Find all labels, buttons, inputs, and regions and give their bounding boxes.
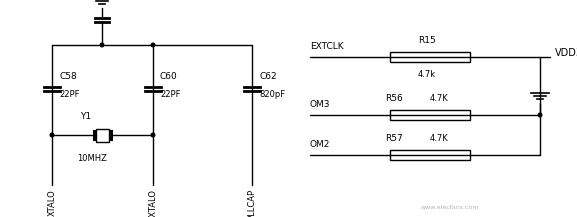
Text: VDD33: VDD33 (555, 48, 577, 58)
Text: XTALO: XTALO (47, 189, 57, 216)
Circle shape (50, 133, 54, 137)
Bar (390, 150, 470, 160)
Text: R57: R57 (385, 134, 403, 143)
Text: 10MHZ: 10MHZ (77, 154, 107, 163)
Text: 4.7K: 4.7K (430, 94, 449, 103)
Bar (96, 128, 109, 141)
Text: 4.7k: 4.7k (418, 70, 436, 79)
Text: C62: C62 (259, 72, 276, 81)
Text: www.elecfans.com: www.elecfans.com (421, 205, 479, 210)
Text: EXTCLK: EXTCLK (310, 42, 344, 51)
Text: C58: C58 (59, 72, 77, 81)
Text: R15: R15 (418, 36, 436, 45)
Text: OM3: OM3 (310, 100, 331, 109)
Text: 820pF: 820pF (259, 90, 285, 99)
Circle shape (100, 43, 104, 47)
Bar (390, 110, 470, 120)
Text: Y1: Y1 (81, 112, 92, 121)
Text: OM2: OM2 (310, 140, 331, 149)
Text: EXTALO: EXTALO (148, 189, 158, 217)
Text: 4.7K: 4.7K (430, 134, 449, 143)
Circle shape (538, 113, 542, 117)
Text: 22PF: 22PF (59, 90, 80, 99)
Text: PLLCAP: PLLCAP (248, 189, 257, 217)
Text: R56: R56 (385, 94, 403, 103)
Circle shape (151, 133, 155, 137)
Text: C60: C60 (160, 72, 178, 81)
Circle shape (151, 43, 155, 47)
Bar (390, 52, 470, 62)
Text: 22PF: 22PF (160, 90, 181, 99)
